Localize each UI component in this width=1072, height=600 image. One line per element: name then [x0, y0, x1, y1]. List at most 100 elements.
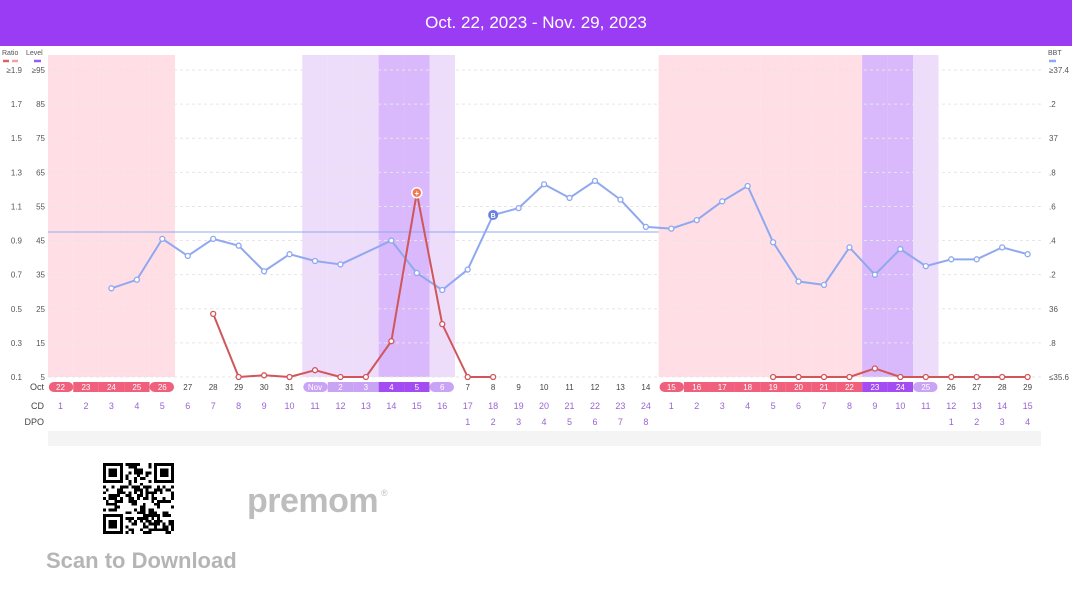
lh-level-point — [337, 373, 344, 381]
date-label: 6 — [440, 383, 445, 392]
band-peak — [378, 55, 405, 377]
band-period — [124, 55, 150, 377]
bbt-point — [922, 262, 929, 270]
bbt-point — [311, 257, 319, 265]
lh-level-point — [897, 373, 904, 381]
legend-bbt-label: BBT — [1048, 50, 1062, 57]
scan-to-download-label: Scan to Download — [46, 548, 237, 573]
band-period — [48, 55, 74, 377]
ratio-tick: 0.7 — [11, 271, 23, 280]
date-label: 29 — [234, 383, 243, 392]
date-pill-period — [760, 382, 786, 392]
date-pill-period — [149, 382, 175, 392]
lh-level-point — [846, 373, 853, 381]
dpo-label: 8 — [643, 417, 648, 427]
lh-level-point — [871, 365, 879, 372]
date-label: 7 — [465, 383, 470, 392]
bbt-point — [617, 196, 624, 203]
date-label: 22 — [845, 383, 854, 392]
bbt-point — [897, 245, 904, 253]
cd-label: 4 — [134, 401, 139, 411]
dpo-label: 5 — [567, 417, 572, 427]
date-label: 9 — [516, 383, 521, 392]
header-bar: Oct. 22, 2023 - Nov. 29, 2023 — [0, 0, 1072, 46]
date-label: 20 — [794, 383, 803, 392]
qr-code-icon — [103, 463, 174, 534]
cd-label: 16 — [437, 401, 447, 411]
lh-level-point — [489, 373, 497, 381]
cd-label: 14 — [997, 401, 1007, 411]
dpo-label: 6 — [592, 417, 597, 427]
band-period — [811, 55, 837, 377]
bbt-point — [719, 198, 726, 205]
lh-level-point — [999, 373, 1006, 381]
lh-level-point — [948, 373, 955, 381]
peak-marker-icon — [411, 187, 423, 199]
bbt-point — [388, 237, 395, 244]
cd-label: 14 — [386, 401, 396, 411]
date-pill-period — [785, 382, 812, 392]
band-period — [785, 55, 812, 377]
bbt-point — [795, 278, 802, 285]
band-fertile — [913, 55, 939, 377]
bbt-point — [566, 194, 573, 202]
band-fertile — [327, 55, 354, 377]
date-pill-period — [709, 382, 735, 392]
lh-level-point — [769, 373, 777, 381]
date-label: 11 — [565, 383, 574, 392]
ratio-tick: 1.5 — [11, 134, 23, 143]
lh-level-point — [820, 373, 828, 381]
legend-level-label: Level — [26, 50, 43, 57]
bbt-tick: ≥37.4 — [1049, 66, 1070, 75]
bbt-point — [260, 268, 268, 275]
cd-label: 2 — [694, 401, 699, 411]
date-label: 26 — [158, 383, 167, 392]
date-pill-period — [98, 382, 125, 392]
cd-label: 15 — [1023, 401, 1033, 411]
ratio-tick: 0.5 — [11, 305, 23, 314]
bbt-point — [948, 256, 955, 263]
date-pill-fertile — [327, 382, 354, 392]
lh-level-point — [362, 373, 370, 381]
cd-label: 13 — [361, 401, 371, 411]
lh-level-point — [464, 373, 471, 381]
date-label: 21 — [820, 383, 829, 392]
level-tick: 55 — [36, 202, 45, 211]
date-label: 31 — [285, 383, 294, 392]
date-pill-period — [811, 382, 837, 392]
band-period — [658, 55, 685, 377]
date-label: 25 — [132, 383, 141, 392]
bbt-point — [159, 235, 166, 243]
lh-level-point — [795, 373, 802, 381]
dpo-footer-strip — [48, 431, 1041, 446]
ovulation-marker-letter: B — [491, 213, 496, 220]
cd-label: 15 — [412, 401, 422, 411]
legend-ratio-label: Ratio — [2, 50, 18, 57]
date-label: 15 — [667, 383, 676, 392]
bbt-tick: 37 — [1049, 134, 1058, 143]
bbt-point — [744, 182, 751, 190]
cd-label: 3 — [720, 401, 725, 411]
lh-level-point — [1024, 373, 1031, 381]
cd-label: 23 — [615, 401, 625, 411]
date-label: 22 — [56, 383, 65, 392]
bbt-point — [515, 204, 522, 212]
date-label: 23 — [81, 383, 90, 392]
bbt-point — [769, 239, 777, 246]
ratio-tick: 1.3 — [11, 168, 23, 177]
date-label: 29 — [1023, 383, 1032, 392]
band-peak — [887, 55, 914, 377]
cd-label: 7 — [211, 401, 216, 411]
date-pill-peak — [862, 382, 888, 392]
date-label: 12 — [590, 383, 599, 392]
level-tick: ≥95 — [32, 66, 46, 75]
cd-label: 11 — [921, 401, 930, 411]
cd-label: 8 — [236, 401, 241, 411]
cd-label: 10 — [895, 401, 905, 411]
lh-level-point — [311, 367, 319, 374]
dpo-row-label: DPO — [24, 417, 44, 427]
bbt-point — [464, 266, 471, 273]
level-tick: 15 — [36, 339, 45, 348]
date-label: 3 — [364, 383, 369, 392]
ovulation-marker-icon — [488, 209, 499, 220]
